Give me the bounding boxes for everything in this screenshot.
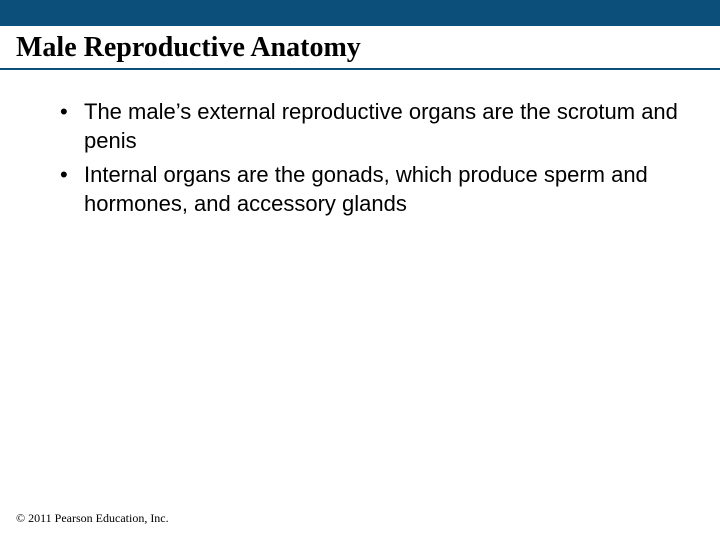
slide: Male Reproductive Anatomy The male’s ext… xyxy=(0,0,720,540)
copyright-footer: © 2011 Pearson Education, Inc. xyxy=(16,511,169,526)
bullet-text: Internal organs are the gonads, which pr… xyxy=(84,162,648,216)
bullet-list: The male’s external reproductive organs … xyxy=(60,98,680,218)
bullet-text: The male’s external reproductive organs … xyxy=(84,99,678,153)
slide-title: Male Reproductive Anatomy xyxy=(0,26,720,68)
header-bar xyxy=(0,0,720,26)
content-area: The male’s external reproductive organs … xyxy=(0,70,720,540)
list-item: Internal organs are the gonads, which pr… xyxy=(60,161,680,218)
list-item: The male’s external reproductive organs … xyxy=(60,98,680,155)
